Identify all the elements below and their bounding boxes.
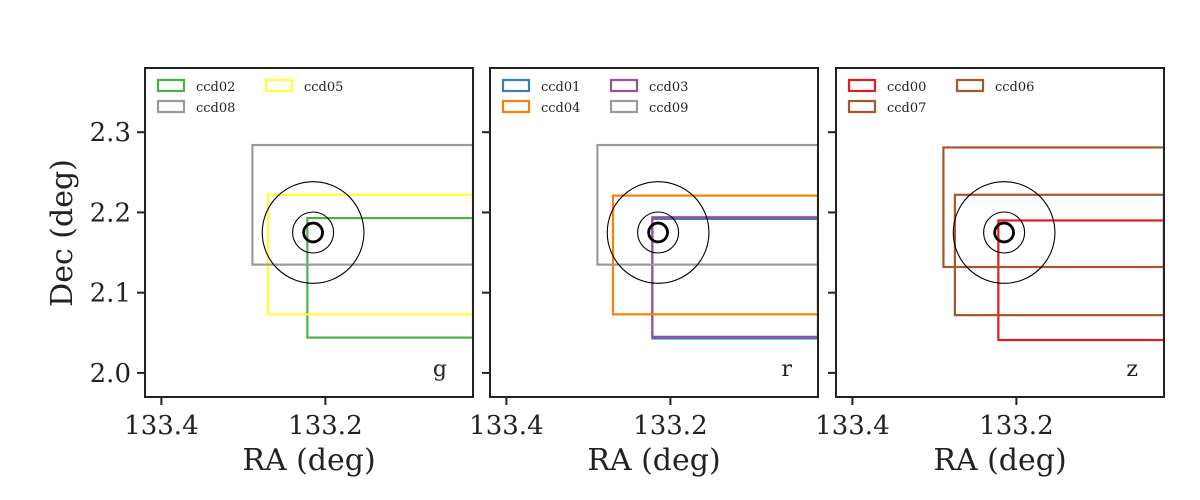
legend-swatch-ccd06	[955, 78, 985, 93]
ccd-footprint-ccd05	[266, 193, 473, 316]
legend-label-ccd04: ccd04	[541, 101, 580, 116]
ccd-footprint-ccd07	[953, 193, 1164, 317]
band-label-r: r	[781, 357, 792, 382]
target-circle-2	[637, 211, 680, 254]
panel-z: 133.4 133.2RA (deg) ccd00 ccd06 ccd07 z	[815, 67, 1165, 478]
panel-r: 133.4 133.2RA (deg) ccd01 ccd03 ccd04 ccd09 r	[469, 67, 819, 478]
x-tick-label: 133.2	[288, 411, 362, 441]
panel-g: 133.4 133.2 2.0 2.1 2.2 2.3 RA (deg) ccd02 ccd05…	[90, 67, 474, 478]
legend-swatch-ccd05	[264, 78, 294, 93]
legend-label-ccd07: ccd07	[887, 101, 926, 116]
y-tick-label: 2.1	[90, 279, 131, 309]
legend-swatch-ccd09	[609, 99, 639, 114]
target-circle-3	[261, 181, 365, 284]
x-tick-label: 133.2	[979, 411, 1053, 441]
legend-swatch-ccd01	[501, 78, 531, 93]
legend-label-ccd00: ccd00	[887, 80, 926, 95]
legend-label-ccd06: ccd06	[995, 80, 1034, 95]
band-label-g: g	[433, 357, 447, 382]
legend-label-ccd08: ccd08	[196, 101, 235, 116]
x-axis-label: RA (deg)	[933, 443, 1066, 478]
panel-frame-g	[144, 67, 474, 398]
ccd-footprint-ccd01	[651, 217, 818, 340]
x-tick-label: 133.4	[469, 411, 543, 441]
target-circle-1	[302, 221, 324, 244]
legend-swatch-ccd08	[156, 99, 186, 114]
ccd-footprint-ccd02	[306, 216, 473, 339]
x-axis-label: RA (deg)	[587, 443, 720, 478]
ccd-footprint-ccd08	[251, 143, 473, 266]
plot-area-g	[251, 143, 473, 339]
target-circle-3	[606, 181, 710, 284]
y-tick-label: 2.0	[90, 359, 131, 389]
legend-swatch-ccd03	[609, 78, 639, 93]
legend-label-ccd02: ccd02	[196, 80, 235, 95]
ccd-footprint-ccd03	[651, 216, 818, 338]
target-circle-1	[993, 221, 1015, 244]
x-tick-label: 133.2	[633, 411, 707, 441]
band-label-z: z	[1126, 357, 1138, 382]
legend-swatch-ccd04	[501, 99, 531, 114]
plot-area-z	[942, 146, 1164, 342]
legend-label-ccd09: ccd09	[649, 101, 688, 116]
y-tick-label: 2.2	[90, 198, 131, 228]
ccd-footprint-ccd09	[596, 143, 818, 266]
x-tick-label: 133.4	[815, 411, 889, 441]
legend-label-ccd05: ccd05	[304, 80, 343, 95]
legend-swatch-ccd07	[847, 99, 877, 114]
ccd-footprint-ccd04	[611, 194, 818, 316]
legend-label-ccd01: ccd01	[541, 80, 580, 95]
plot-area-r	[596, 143, 818, 340]
x-tick-label: 133.4	[124, 411, 198, 441]
x-axis-label: RA (deg)	[242, 443, 375, 478]
target-circle-3	[952, 181, 1056, 284]
panel-frame-r	[489, 67, 819, 398]
target-circle-2	[983, 211, 1026, 254]
target-circle-2	[292, 211, 335, 254]
y-axis-label: Dec (deg)	[45, 159, 80, 307]
y-tick-label: 2.3	[90, 118, 131, 148]
ccd-footprint-ccd06	[942, 146, 1164, 269]
panel-frame-z	[835, 67, 1165, 398]
legend-label-ccd03: ccd03	[649, 80, 688, 95]
legend-swatch-ccd00	[847, 78, 877, 93]
legend-swatch-ccd02	[156, 78, 186, 93]
target-circle-1	[647, 221, 669, 244]
